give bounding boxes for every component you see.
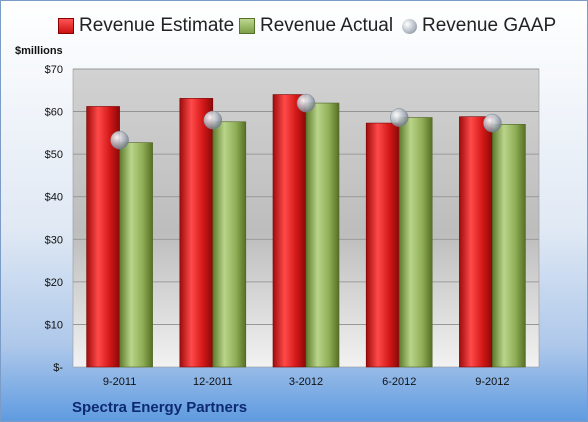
x-tick-label: 3-2012 [289, 376, 323, 388]
bar-revenue-estimate [179, 98, 214, 368]
y-tick-label: $20 [45, 277, 63, 289]
bar-revenue-actual [305, 102, 340, 368]
legend: Revenue Estimate Revenue Actual Revenue … [1, 15, 587, 45]
legend-item-estimate: Revenue Estimate [58, 15, 234, 37]
bar-revenue-estimate [86, 106, 120, 368]
legend-label-estimate: Revenue Estimate [79, 15, 235, 36]
point-revenue-gaap [483, 113, 502, 133]
y-tick-label: $40 [45, 192, 63, 204]
y-axis-unit-label: $millions [15, 45, 63, 57]
legend-label-actual: Revenue Actual [260, 15, 394, 36]
point-revenue-gaap [110, 130, 129, 150]
y-tick-label: $30 [45, 234, 63, 246]
x-tick-label: 12-2011 [193, 376, 233, 388]
legend-marker-gaap [402, 18, 417, 34]
company-name: Spectra Energy Partners [72, 399, 248, 416]
bar-revenue-actual [492, 124, 526, 368]
bar-revenue-estimate [272, 94, 307, 368]
point-revenue-gaap [296, 93, 316, 113]
y-tick-label: $10 [45, 319, 63, 331]
y-tick-label: $60 [45, 107, 63, 119]
x-tick-label: 9-2011 [103, 376, 136, 388]
bar-revenue-actual [212, 121, 247, 368]
y-tick-label: $70 [45, 64, 63, 76]
legend-item-gaap: Revenue GAAP [402, 15, 556, 37]
legend-swatch-actual [239, 18, 255, 34]
y-tick-label: $- [53, 362, 63, 374]
bar-revenue-estimate [365, 122, 400, 368]
bar-revenue-estimate [459, 116, 493, 368]
point-revenue-gaap [389, 108, 409, 127]
point-revenue-gaap [203, 110, 223, 130]
x-tick-label: 6-2012 [382, 376, 416, 388]
legend-label-gaap: Revenue GAAP [422, 15, 557, 36]
x-tick-label: 9-2012 [475, 376, 509, 388]
bar-revenue-actual [398, 117, 433, 368]
legend-item-actual: Revenue Actual [239, 15, 393, 37]
legend-swatch-estimate [58, 18, 74, 34]
y-tick-label: $50 [45, 149, 63, 161]
bar-revenue-actual [119, 142, 153, 368]
